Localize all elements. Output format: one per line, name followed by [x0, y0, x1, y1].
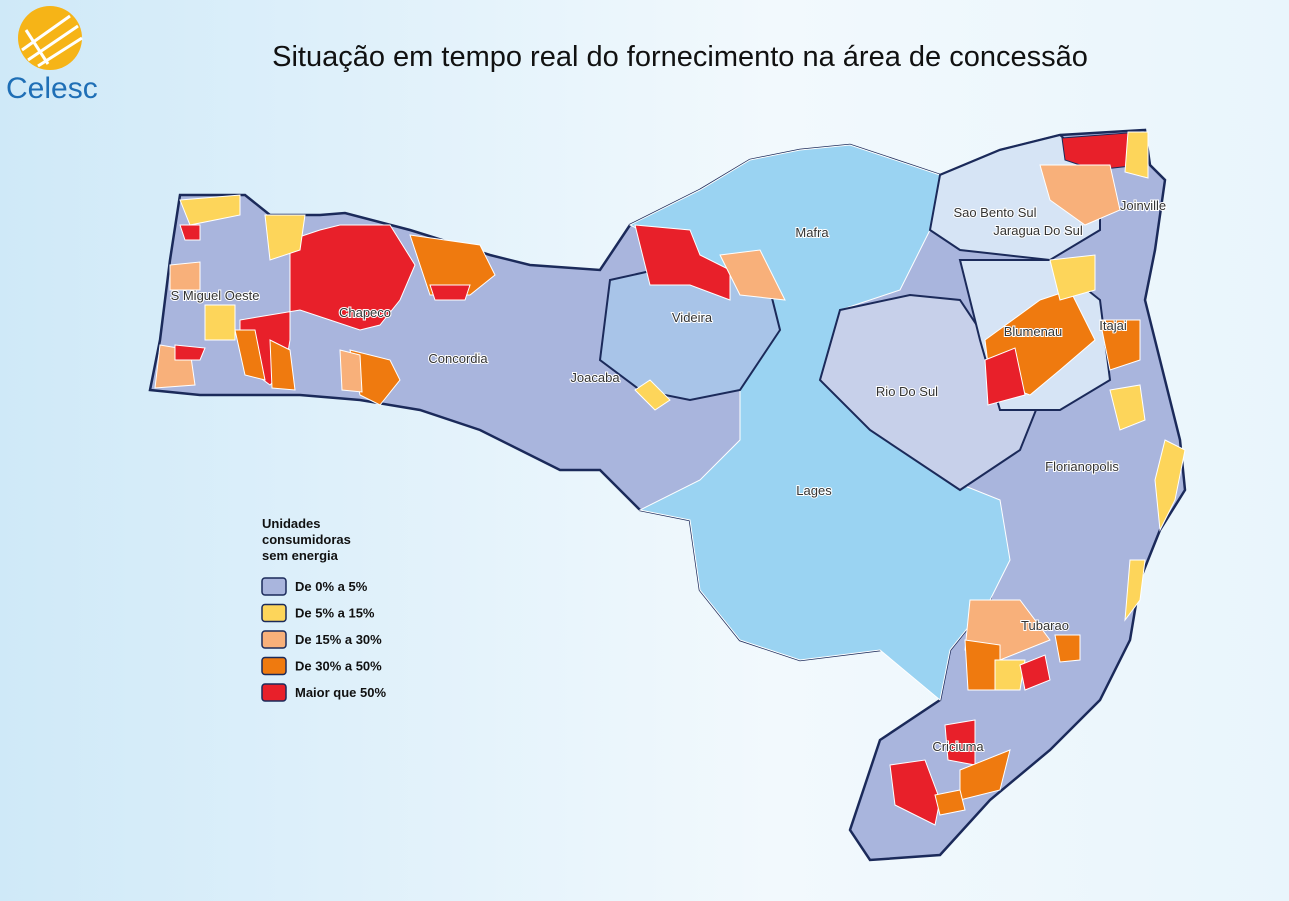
- patch-orange: [409, 234, 496, 296]
- patch-orange: [234, 329, 266, 381]
- patch-yellow: [1154, 439, 1186, 532]
- patch-red: [174, 344, 206, 361]
- region-label: Itajai: [1099, 318, 1127, 333]
- region-label: Lages: [796, 483, 832, 498]
- logo-sun: [18, 6, 82, 70]
- patch-yellow: [204, 304, 236, 341]
- region-label: Jaragua Do Sul: [993, 223, 1083, 238]
- patch-red: [1061, 131, 1141, 171]
- region-label: Joacaba: [570, 370, 620, 385]
- legend-swatch: [261, 577, 287, 596]
- region-label: Rio Do Sul: [876, 384, 938, 399]
- patch-light-orange: [1039, 164, 1121, 226]
- logo: Celesc: [6, 6, 98, 105]
- patch-yellow: [1049, 254, 1096, 301]
- region-label: Florianopolis: [1045, 459, 1119, 474]
- legend-title: sem energia: [262, 548, 339, 563]
- patch-yellow: [1124, 131, 1149, 179]
- patch-yellow: [634, 379, 671, 411]
- region-label: S Miguel Oeste: [171, 288, 260, 303]
- map: [148, 128, 1187, 862]
- patch-orange: [1099, 319, 1141, 371]
- legend-label: De 30% a 50%: [295, 659, 382, 674]
- region-label: Chapeco: [339, 305, 391, 320]
- legend-swatch: [261, 630, 287, 649]
- patch-yellow: [1109, 384, 1146, 431]
- patch-yellow: [1124, 559, 1146, 622]
- patch-orange: [269, 339, 296, 391]
- legend-label: De 15% a 30%: [295, 632, 382, 647]
- logo-text: Celesc: [6, 72, 98, 105]
- legend-label: De 0% a 5%: [295, 579, 368, 594]
- legend-swatch: [261, 683, 287, 702]
- legend-title: consumidoras: [262, 532, 351, 547]
- patch-yellow: [179, 194, 241, 226]
- region-label: Concordia: [428, 351, 488, 366]
- legend-title: Unidades: [262, 516, 321, 531]
- patch-red: [429, 284, 471, 301]
- region-labels: S Miguel Oeste Chapeco Concordia Joacaba…: [170, 197, 1168, 755]
- legend-label: De 5% a 15%: [295, 606, 375, 621]
- region-label: Sao Bento Sul: [953, 205, 1036, 220]
- legend-label: Maior que 50%: [295, 685, 386, 700]
- patch-orange: [934, 789, 966, 816]
- patch-yellow: [264, 214, 306, 261]
- patch-orange: [1054, 634, 1081, 663]
- legend-swatch: [261, 656, 287, 676]
- patch-red: [1019, 654, 1051, 691]
- patch-red: [889, 759, 941, 826]
- region-label: Tubarao: [1021, 618, 1069, 633]
- patch-red: [984, 347, 1026, 406]
- region-label: Blumenau: [1004, 324, 1063, 339]
- region-label: Joinville: [1120, 198, 1166, 213]
- patch-light-orange: [169, 261, 201, 291]
- patch-red: [634, 224, 731, 301]
- region-label: Criciuma: [932, 739, 984, 754]
- region-label: Mafra: [795, 225, 829, 240]
- legend-swatch: [261, 603, 287, 623]
- title: Situação em tempo real do fornecimento n…: [272, 41, 1088, 73]
- patch-red: [179, 224, 201, 241]
- region-label: Videira: [672, 310, 713, 325]
- patch-yellow: [994, 659, 1026, 691]
- patch-light-orange: [339, 349, 363, 393]
- patch-light-orange: [719, 249, 786, 301]
